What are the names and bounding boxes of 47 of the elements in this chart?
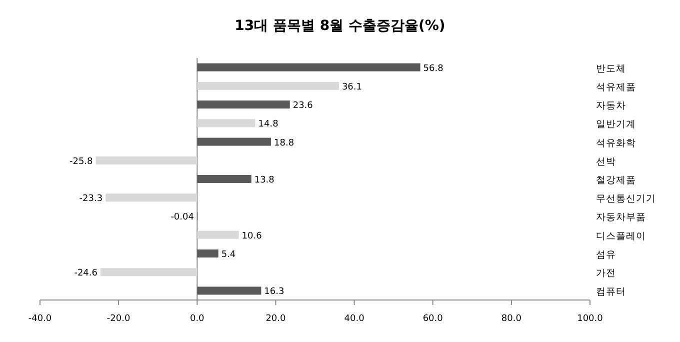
bar xyxy=(197,63,420,72)
data-label: 13.8 xyxy=(254,176,275,186)
bar xyxy=(197,230,239,239)
bar xyxy=(197,175,252,183)
x-tick-label: 0.0 xyxy=(190,314,205,324)
x-tick-label: 80.0 xyxy=(501,314,522,324)
bar xyxy=(197,82,339,90)
bar xyxy=(197,249,218,258)
data-label: 36.1 xyxy=(342,82,362,92)
y-tick-label: 반도체 xyxy=(596,63,626,74)
x-tick-label: 40.0 xyxy=(344,314,365,324)
x-tick-label: 60.0 xyxy=(422,314,444,324)
data-label: 18.8 xyxy=(274,138,294,148)
data-label: 10.6 xyxy=(242,231,262,242)
bar xyxy=(106,194,198,202)
y-tick-label: 선박 xyxy=(596,156,616,168)
bar xyxy=(100,268,198,276)
y-tick-label: 일반기계 xyxy=(596,119,636,130)
y-tick-label: 자동차부품 xyxy=(596,212,646,224)
y-tick-label: 자동차 xyxy=(596,100,626,112)
y-tick-label: 무선통신기기 xyxy=(596,194,656,205)
bar xyxy=(197,100,290,109)
data-label: 23.6 xyxy=(292,101,314,112)
bar xyxy=(96,156,198,164)
bar xyxy=(197,138,271,146)
bar xyxy=(197,286,262,295)
y-tick-label: 석유제품 xyxy=(596,82,636,93)
data-label: 5.4 xyxy=(221,250,236,260)
y-tick-label: 디스플레이 xyxy=(596,230,646,242)
bar xyxy=(197,119,256,128)
chart-title: 13대 품목별 8월 수출증감율(%) xyxy=(234,18,446,34)
y-tick-label: 철강제품 xyxy=(596,175,636,186)
data-label: 16.3 xyxy=(264,287,284,298)
data-label: -0.04 xyxy=(170,212,194,223)
data-label: -25.8 xyxy=(69,156,94,167)
data-label: 56.8 xyxy=(423,64,444,74)
x-tick-label: -20.0 xyxy=(106,314,130,324)
y-tick-label: 석유화학 xyxy=(596,138,636,149)
y-tick-label: 컴퓨터 xyxy=(596,286,626,298)
x-tick-label: 100.0 xyxy=(577,314,604,324)
x-tick-label: 20.0 xyxy=(266,314,286,324)
data-label: 14.8 xyxy=(258,120,279,130)
x-tick-label: -40.0 xyxy=(28,314,52,324)
y-tick-label: 가전 xyxy=(596,268,616,280)
y-tick-label: 섬유 xyxy=(596,249,616,260)
data-label: -23.3 xyxy=(79,194,103,204)
data-label: -24.6 xyxy=(74,268,98,279)
